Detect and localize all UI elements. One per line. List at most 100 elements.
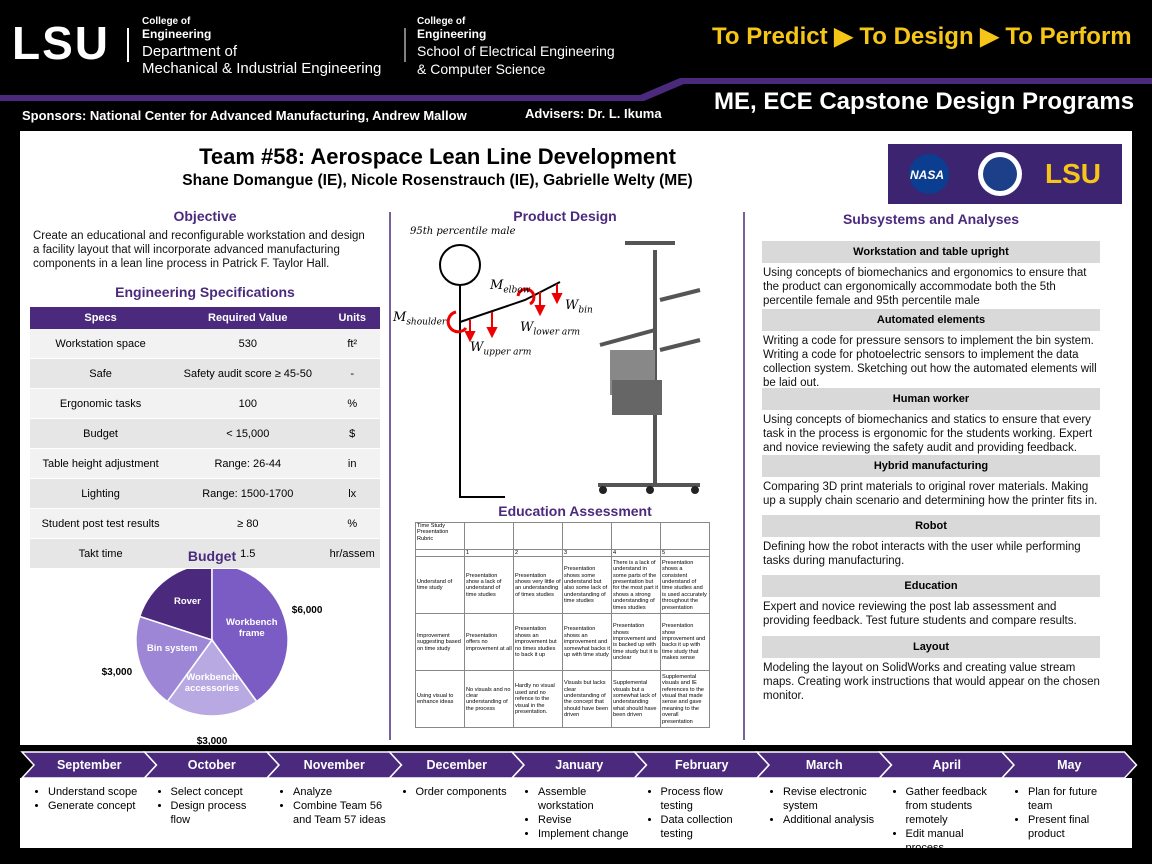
item: Additional analysis — [783, 813, 878, 827]
header-row: Specs Required Value Units — [30, 307, 380, 329]
month: November — [304, 758, 365, 772]
list: Process flow testingData collection test… — [645, 785, 756, 841]
tagline-item: To Predict — [712, 23, 828, 50]
list: AnalyzeCombine Team 56 and Team 57 ideas — [277, 785, 388, 827]
column-header: Units — [324, 307, 380, 329]
month: March — [806, 758, 843, 772]
cell: Presentation show a lack of understand o… — [464, 556, 514, 615]
month-items: Plan for future teamPresent final produc… — [1012, 785, 1123, 841]
value-label: $3,000 — [102, 667, 133, 678]
row: Using visual to enhance ideas No visuals … — [415, 670, 710, 729]
authors: Shane Domangue (IE), Nicole Rosenstrauch… — [182, 172, 693, 189]
month: January — [555, 758, 603, 772]
sponsors: Sponsors: National Center for Advanced M… — [22, 108, 467, 123]
month: December — [427, 758, 488, 772]
month: February — [675, 758, 729, 772]
cell: Safe — [30, 358, 172, 389]
cell: Range: 1500-1700 — [171, 478, 325, 509]
list: Select conceptDesign process flow — [155, 785, 266, 827]
cell: There is a lack of understand in some pa… — [611, 556, 661, 615]
criterion: Using visual to enhance ideas — [415, 670, 465, 729]
cell: Presentation shows a consistent understa… — [660, 556, 710, 615]
cell — [464, 522, 514, 550]
month-items: Revise electronic systemAdditional analy… — [767, 785, 878, 827]
cell: Supplemental visuals and IE references t… — [660, 670, 710, 729]
symbol: M — [393, 310, 407, 325]
cell: Presentation shows some understand but a… — [562, 556, 612, 615]
cell: Presentation shows an improvement but no… — [513, 613, 563, 672]
cell: Workstation space — [30, 329, 172, 359]
objective-text: Create an educational and reconfigurable… — [33, 230, 365, 270]
level: 1 — [464, 548, 514, 558]
college: College of — [142, 16, 191, 27]
criterion: Improvement suggesting based on time stu… — [415, 613, 465, 672]
level: 3 — [562, 548, 612, 558]
subscript: shoulder — [406, 317, 447, 328]
poster-title: Team #58: Aerospace Lean Line Developmen… — [199, 144, 676, 169]
item: Order components — [416, 785, 511, 799]
item: Edit manual process — [906, 827, 1001, 855]
section-text: Writing a code for pressure sensors to i… — [763, 335, 1097, 389]
month-items: Gather feedback from students remotelyEd… — [890, 785, 1001, 855]
cell: hr/assem — [324, 538, 380, 569]
cell: Budget — [30, 418, 172, 449]
rubric-table: Time Study Presentation Rubric 1 2 3 4 5 Under… — [415, 522, 710, 729]
row: Understand of time study Presentation sho… — [415, 556, 710, 615]
list: Understand scopeGenerate concept — [32, 785, 143, 813]
cell: ≥ 80 — [171, 508, 325, 539]
cell: 1.5 — [171, 538, 325, 569]
tagline-item: To Perform — [1005, 23, 1132, 50]
cell: Range: 26-44 — [171, 448, 325, 479]
row: Safe Safety audit score ≥ 45-50- — [30, 358, 380, 389]
cell: Hardly no visual used and no refence to … — [513, 670, 563, 729]
cell: in — [324, 448, 380, 479]
item: Analyze — [293, 785, 388, 799]
slice-label: Rover — [173, 596, 201, 608]
heading: Subsystems and Analyses — [842, 211, 1020, 227]
symbol: M — [490, 278, 504, 293]
list: Revise electronic systemAdditional analy… — [767, 785, 878, 827]
row: Improvement suggesting based on time stu… — [415, 613, 710, 672]
item: Implement change — [538, 827, 633, 841]
symbol: W — [520, 320, 534, 335]
cell — [415, 548, 465, 558]
month-items: Select conceptDesign process flow — [155, 785, 266, 827]
cell: Presentation shows improvement and is ba… — [611, 613, 661, 672]
month-items: Assemble workstationReviseImplement chan… — [522, 785, 633, 841]
diagram-caption: 95th percentile male — [410, 226, 516, 237]
month-items: AnalyzeCombine Team 56 and Team 57 ideas — [277, 785, 388, 827]
row: Lighting Range: 1500-1700 lx — [30, 478, 380, 509]
section-title: Automated elements — [762, 309, 1100, 331]
spec-table: Specs Required Value Units Workstation spac… — [30, 307, 380, 569]
item: Combine Team 56 and Team 57 ideas — [293, 799, 388, 827]
section-title: Workstation and table upright — [762, 241, 1100, 263]
cell: ft² — [324, 329, 380, 359]
item: Revise — [538, 813, 633, 827]
section-text: Defining how the robot interacts with th… — [763, 541, 1081, 567]
cell: No visuals and no clear understanding of… — [464, 670, 514, 729]
cell: % — [324, 388, 380, 419]
list: Gather feedback from students remotelyEd… — [890, 785, 1001, 855]
heading: Product Design — [513, 208, 617, 224]
section-title: Robot — [762, 515, 1100, 537]
subscript: bin — [578, 305, 593, 316]
cell: Presentation offers no improvement at al… — [464, 613, 514, 672]
section-text: Using concepts of biomechanics and stati… — [763, 414, 1093, 454]
department: Department of — [142, 43, 238, 60]
value-label: $6,000 — [292, 605, 323, 616]
level: 2 — [513, 548, 563, 558]
cell: $ — [324, 418, 380, 449]
college: Engineering — [142, 27, 212, 41]
cell: Safety audit score ≥ 45-50 — [171, 358, 325, 389]
section-title: Layout — [762, 636, 1100, 658]
lsu-logo: LSU — [12, 17, 110, 69]
cell: Student post test results — [30, 508, 172, 539]
force-label: Wlower arm — [520, 320, 580, 338]
cell: % — [324, 508, 380, 539]
school: & Computer Science — [417, 61, 546, 77]
criterion: Understand of time study — [415, 556, 465, 615]
cell: 100 — [171, 388, 325, 419]
heading: Engineering Specifications — [115, 284, 295, 300]
row: Budget < 15,000 $ — [30, 418, 380, 449]
